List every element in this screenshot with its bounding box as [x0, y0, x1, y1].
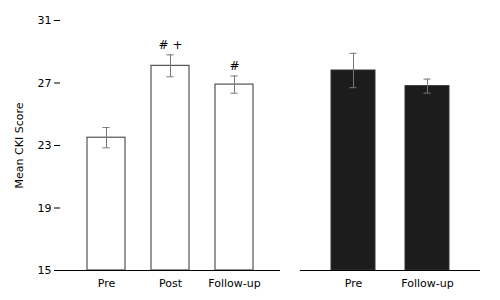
- svg-text:27: 27: [38, 77, 52, 90]
- svg-text:15: 15: [38, 264, 52, 277]
- svg-text:31: 31: [38, 14, 52, 27]
- svg-text:#: #: [229, 59, 239, 73]
- svg-text:23: 23: [38, 139, 52, 152]
- svg-text:Follow-up: Follow-up: [208, 277, 260, 290]
- svg-text:Follow-up: Follow-up: [401, 277, 453, 290]
- svg-text:# +: # +: [159, 38, 183, 52]
- svg-text:Pre: Pre: [345, 277, 363, 290]
- svg-text:Mean CKI Score: Mean CKI Score: [13, 102, 26, 188]
- svg-text:Pre: Pre: [98, 277, 116, 290]
- svg-text:Post: Post: [159, 277, 183, 290]
- svg-text:19: 19: [38, 202, 52, 215]
